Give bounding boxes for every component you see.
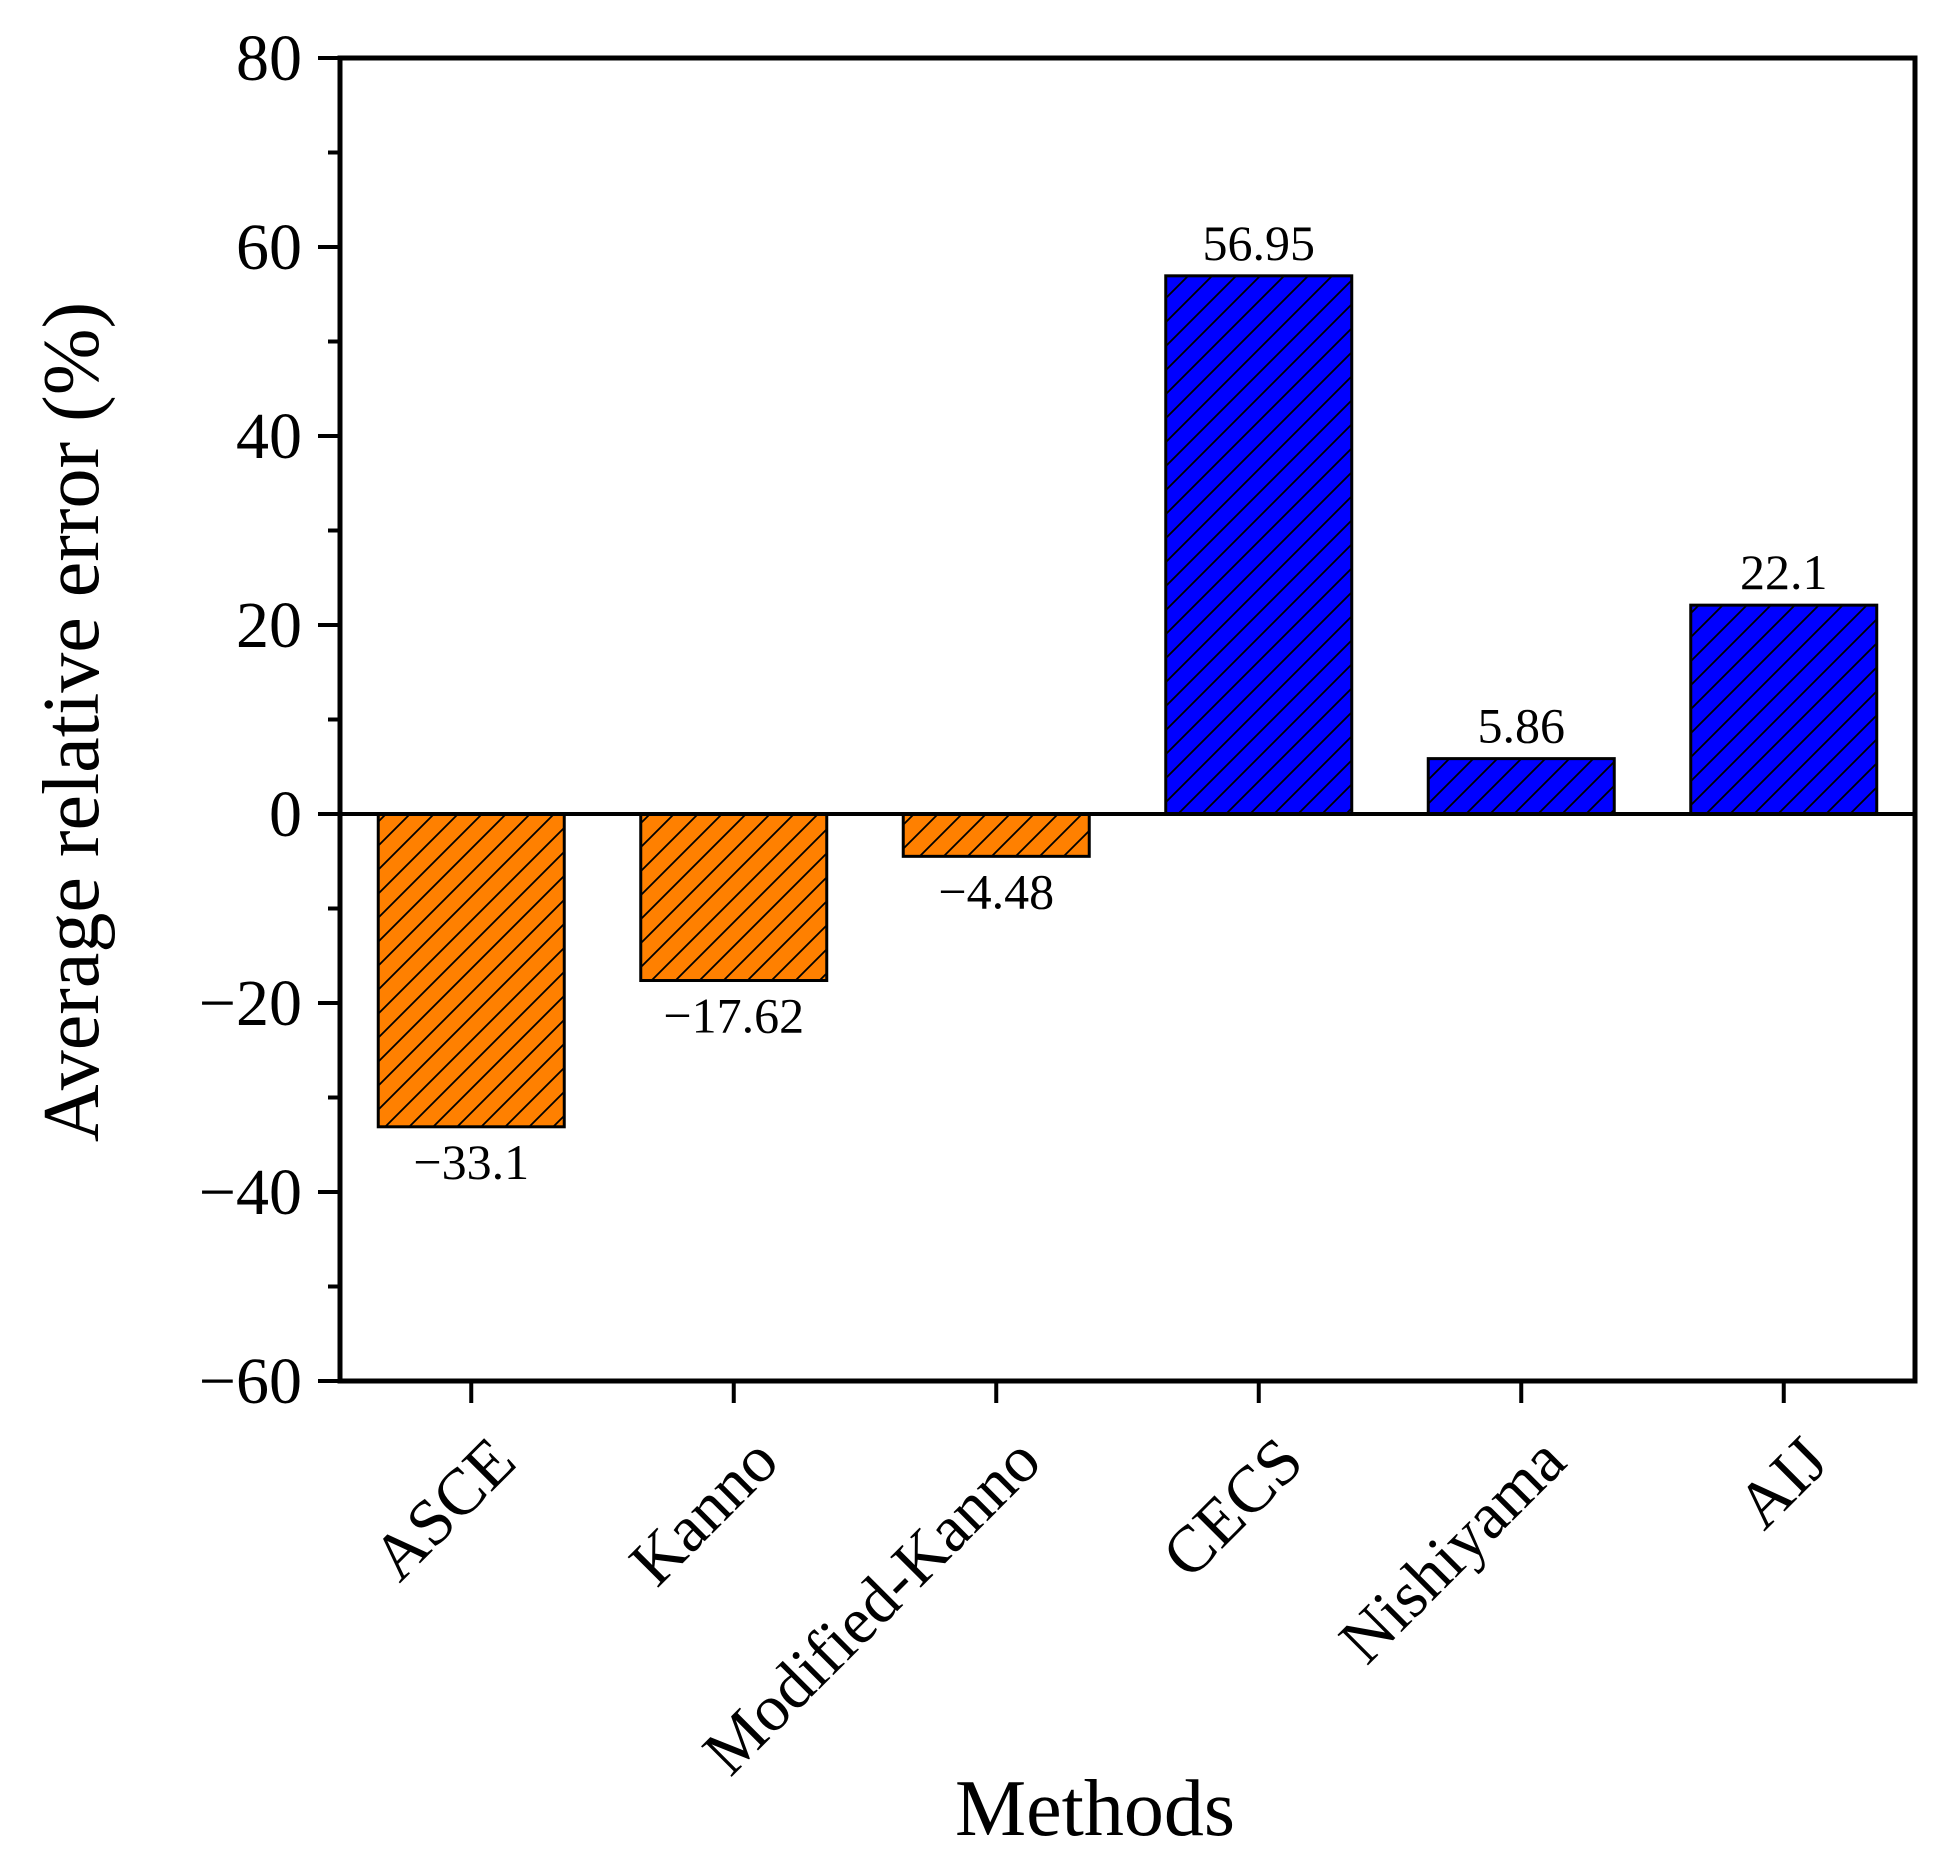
bar-hatch <box>376 812 566 1129</box>
x-tick-label: Kanno <box>616 1424 792 1600</box>
y-tick-label: −20 <box>199 967 302 1040</box>
bar-modified-kanno <box>901 812 1091 858</box>
bar-hatch <box>1426 757 1616 816</box>
x-tick-label: AIJ <box>1723 1424 1842 1543</box>
y-tick-label: 0 <box>269 778 302 851</box>
x-axis-title: Methods <box>955 1765 1235 1853</box>
y-tick-label: 40 <box>236 400 302 473</box>
x-tick-label: CECS <box>1149 1424 1317 1592</box>
bar-nishiyama <box>1426 757 1616 816</box>
data-label: −4.48 <box>938 863 1054 919</box>
x-tick-label: Nishiyama <box>1326 1424 1580 1678</box>
y-tick-label: −60 <box>199 1345 302 1418</box>
y-tick-label: 20 <box>236 589 302 662</box>
y-tick-label: 60 <box>236 211 302 284</box>
data-label: −33.1 <box>413 1134 529 1190</box>
bar-aij <box>1689 603 1879 816</box>
y-tick-label: −40 <box>199 1156 302 1229</box>
bar-hatch <box>639 812 829 983</box>
bar-cecs <box>1164 274 1354 816</box>
x-tick-label: ASCE <box>359 1424 530 1595</box>
y-axis: −60 −40 −20 0 20 40 60 80 <box>199 22 340 1418</box>
data-label: 5.86 <box>1478 698 1566 754</box>
data-labels: −33.1 −17.62 −4.48 56.95 5.86 22.1 <box>413 215 1827 1190</box>
bar-hatch <box>901 812 1091 858</box>
bar-kanno <box>639 812 829 983</box>
bar-hatch <box>1164 274 1354 816</box>
data-label: 56.95 <box>1203 215 1316 271</box>
bar-asce <box>376 812 566 1129</box>
y-axis-title: Average relative error (%) <box>28 302 116 1142</box>
plot-frame <box>337 55 1918 1384</box>
bars-layer <box>376 274 1879 1129</box>
data-label: 22.1 <box>1740 544 1828 600</box>
bar-hatch <box>1689 603 1879 816</box>
data-label: −17.62 <box>663 988 804 1044</box>
y-tick-label: 80 <box>236 22 302 95</box>
